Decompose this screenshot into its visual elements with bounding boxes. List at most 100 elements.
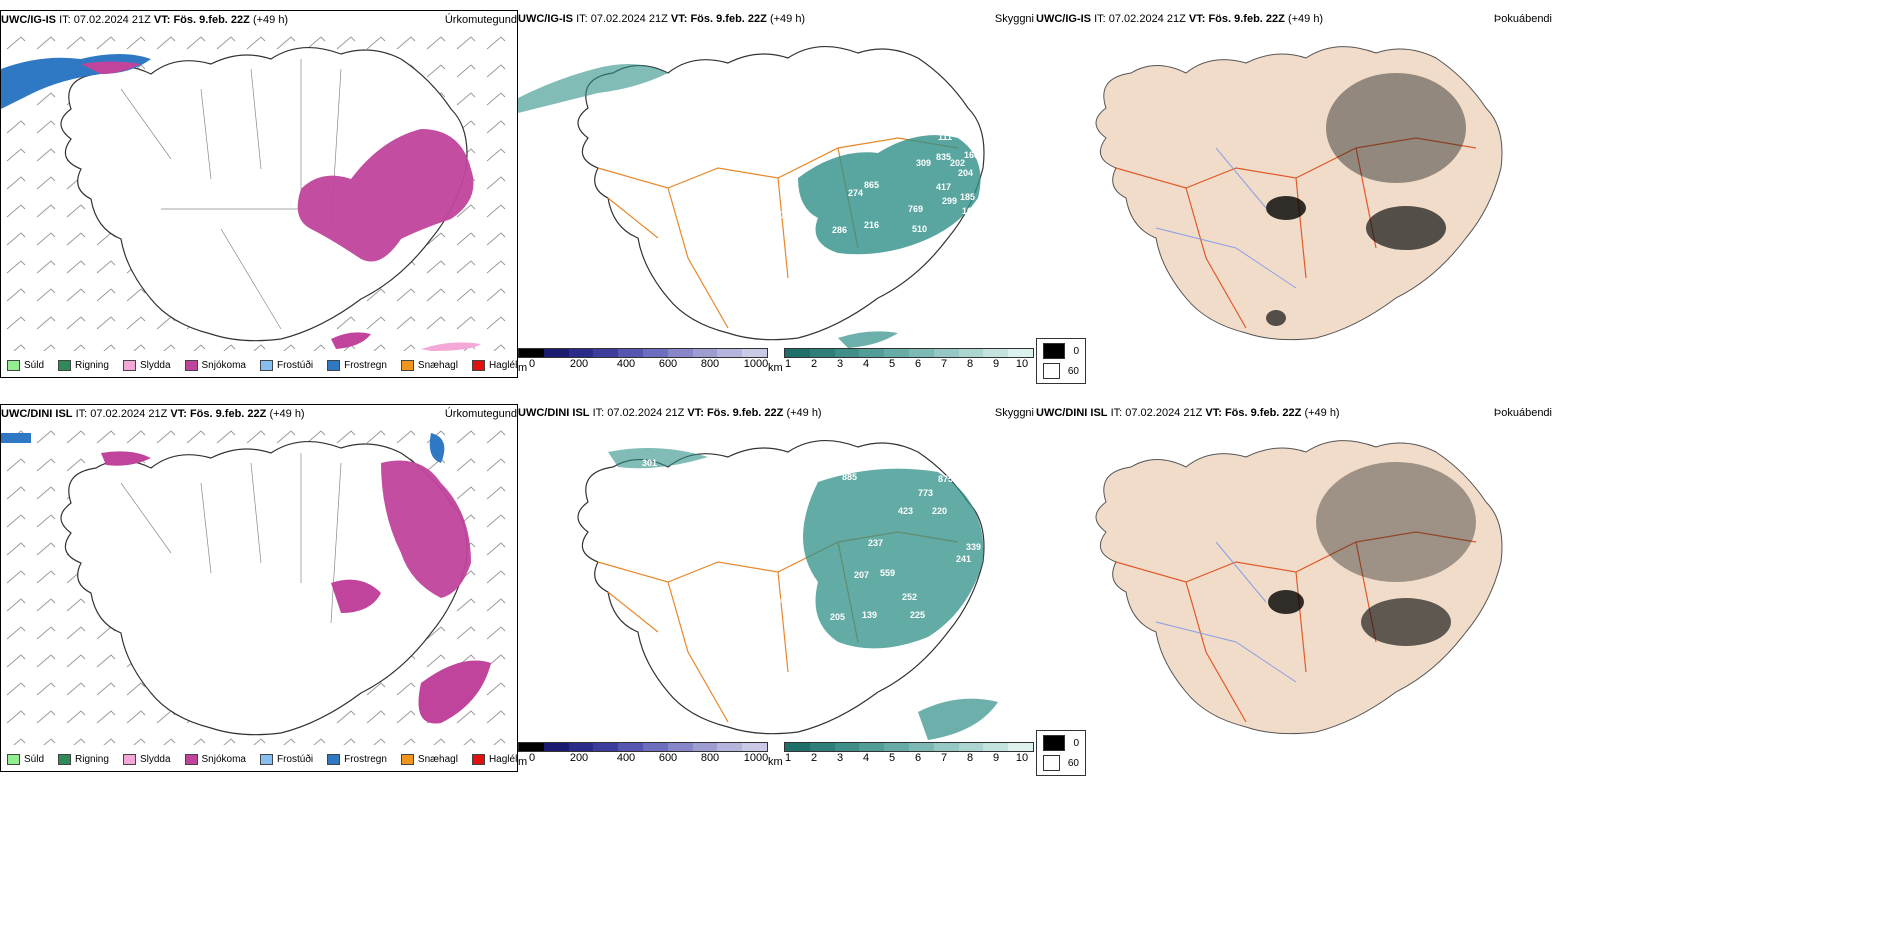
tick-label: 10 [1015,358,1029,370]
legend-item: Rigning [58,753,109,765]
unit-m: m [518,756,528,768]
tick-label: 3 [836,358,844,370]
unit-m: m [518,362,528,374]
cloud-label: 301 [642,458,657,468]
cloud-label: 185 [960,192,975,202]
tick-label: 200 [569,752,589,764]
tick-label: 1000 [743,752,769,764]
fog-legend-row: 60 [1043,363,1079,379]
panel-header: UWC/IG-IS IT: 07.02.2024 21Z VT: Fös. 9.… [1,14,289,26]
tick-label: 8 [966,752,974,764]
cloud-label: 241 [956,554,971,564]
legend-item: Súld [7,753,44,765]
cloud-label: 769 [908,204,923,214]
cloud-label: 205 [830,612,845,622]
tick-label: 800 [700,752,720,764]
legend-item: Snæhagl [400,753,458,765]
cloud-label: 216 [864,220,879,230]
panel-header: UWC/IG-IS IT: 07.02.2024 21Z VT: Fös. 9.… [1036,13,1324,25]
cloud-label: 773 [918,488,933,498]
tick-label: 6 [914,752,922,764]
tick-label: 400 [616,752,636,764]
legend-item: Snjókoma [184,753,246,765]
cloud-label: 423 [898,506,913,516]
colorbar-m: 0 200 400 600 800 1000 [518,742,768,766]
cloud-label: 339 [966,542,981,552]
colorbar-km: 1 2 3 4 5 6 7 8 9 10 [784,742,1034,766]
fog-legend-row: 0 [1043,343,1079,359]
cloud-label: 865 [864,180,879,190]
cloud-label: 252 [902,592,917,602]
tick-label: 4 [862,358,870,370]
unit-km: km [768,756,783,768]
cloud-label: 237 [868,538,883,548]
product-title: Úrkomutegund [444,408,517,420]
tick-label: 2 [810,358,818,370]
legend-item: Súld [7,359,44,371]
tick-label: 5 [888,358,896,370]
product-title: Úrkomutegund [444,14,517,26]
cloud-label: 204 [958,168,973,178]
low-cloud-area [803,468,984,649]
cloud-label: 286 [832,225,847,235]
legend-item: Frostregn [327,753,387,765]
cloud-panel-top: UWC/IG-IS IT: 07.02.2024 21Z VT: Fös. 9.… [518,10,1034,378]
tick-label: 4 [862,752,870,764]
fog-legend-row: 60 [1043,755,1079,771]
tick-label: 2 [810,752,818,764]
precip-legend: Súld Rigning Slydda Snjókoma Frostúði Fr… [1,353,517,377]
tick-label: 10 [1015,752,1029,764]
tick-label: 6 [914,358,922,370]
legend-item: Haglél [471,753,517,765]
tick-label: 5 [888,752,896,764]
tick-label: 1 [784,752,792,764]
fog-panel-top: UWC/IG-IS IT: 07.02.2024 21Z VT: Fös. 9.… [1036,10,1552,341]
product-title: Þokuábendi [1493,407,1552,419]
tick-label: 8 [966,358,974,370]
tick-label: 7 [940,752,948,764]
fog-legend-top: 0 60 [1036,338,1086,384]
colorbar-m: 0 200 400 600 800 1000 [518,348,768,372]
cloud-label: 164 [962,206,977,216]
iceland-outline [60,46,468,342]
tick-label: 1 [784,358,792,370]
tick-label: 600 [658,752,678,764]
legend-item: Frostúði [259,753,313,765]
fog-legend-bottom: 0 60 [1036,730,1086,776]
legend-item: Rigning [58,359,109,371]
tick-label: 200 [569,358,589,370]
cloud-label: 207 [854,570,869,580]
cloud-label: 309 [916,158,931,168]
product-title: Þokuábendi [1493,13,1552,25]
low-cloud-area [798,135,981,255]
tick-label: 800 [700,358,720,370]
iceland-outline [1095,46,1503,341]
snow-area [381,460,471,598]
cloud-label: 148 [774,596,789,606]
cloud-label: 202 [950,158,965,168]
fog-map [1095,440,1503,735]
cloud-label: 139 [862,610,877,620]
cloud-label: 220 [932,506,947,516]
precip-legend: Súld Rigning Slydda Snjókoma Frostúði Fr… [1,747,517,771]
tick-label: 7 [940,358,948,370]
iceland-outline [577,45,985,341]
tick-label: 600 [658,358,678,370]
colorbar-swatches [518,348,768,358]
product-title: Skyggni [994,407,1034,419]
fog-panel-bottom: UWC/DINI ISL IT: 07.02.2024 21Z VT: Fös.… [1036,404,1552,735]
fog-legend-row: 0 [1043,735,1079,751]
cloud-label: 417 [936,182,951,192]
colorbar-swatches [784,348,1034,358]
precip-map [1,29,517,351]
fog-map [1095,46,1503,341]
cloud-map: 301 857 885 875 773 423 220 237 339 241 … [577,439,998,740]
tick-label: 9 [992,752,1000,764]
cloud-label: 111 [938,132,952,142]
legend-item: Snjókoma [184,359,246,371]
cloud-label: 857 [800,474,815,484]
precip-map [1,423,517,745]
cloud-label: 510 [912,224,927,234]
product-title: Skyggni [994,13,1034,25]
cloud-label: 274 [848,188,863,198]
